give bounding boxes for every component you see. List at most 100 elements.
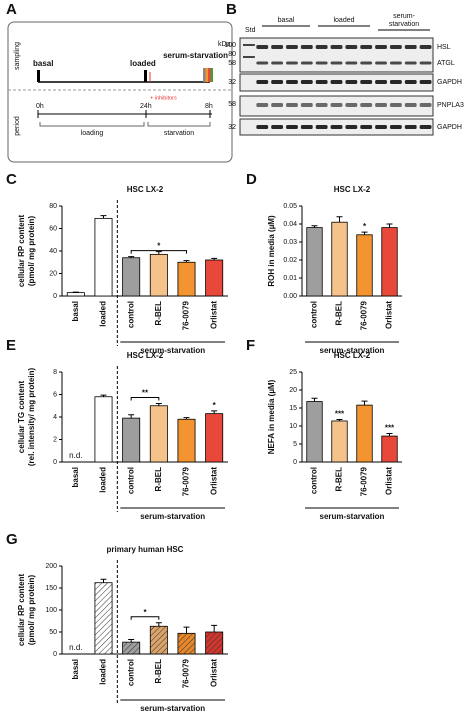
protein-label: ATGL <box>437 60 455 67</box>
blot-band <box>271 80 284 84</box>
error-bar <box>386 223 393 228</box>
panel-b: B Std basal loaded serum- starvation kDa… <box>218 1 464 136</box>
y-tick-label: 60 <box>49 225 57 232</box>
blot-band <box>300 61 313 65</box>
y-tick-label: 10 <box>289 423 297 430</box>
y-tick-label: 100 <box>45 607 57 614</box>
blot-band <box>286 125 298 129</box>
error-bar <box>128 256 135 258</box>
error-bar <box>211 410 218 414</box>
ladder-band <box>243 44 255 46</box>
y-tick-label: 5 <box>293 441 297 448</box>
blot-band <box>345 45 358 49</box>
bar <box>94 582 113 655</box>
blot-band <box>315 61 328 65</box>
blot-band <box>389 80 402 84</box>
marker <box>205 68 208 82</box>
chart-title: HSC LX-2 <box>334 185 371 194</box>
bar <box>177 418 196 463</box>
marker <box>203 68 206 82</box>
kda-label: kDa <box>218 41 231 48</box>
y-tick-label: 200 <box>45 563 57 570</box>
lane-label: starvation <box>389 21 419 28</box>
error-bar <box>155 622 162 627</box>
error-bar <box>361 400 368 406</box>
marker-label: 32 <box>228 79 236 86</box>
y-tick-label: 0 <box>53 459 57 466</box>
error-bar <box>211 624 218 632</box>
x-tick-label: R-BEL <box>154 467 163 492</box>
error-bar <box>386 433 393 437</box>
x-tick-label: 76-0079 <box>360 300 369 330</box>
bar <box>331 420 348 463</box>
value-label: n.d. <box>69 451 82 460</box>
y-tick-label: 80 <box>49 203 57 210</box>
group-label: serum-starvation <box>140 346 205 355</box>
x-tick-label: control <box>126 467 135 494</box>
blot-band <box>375 80 387 84</box>
blot-band <box>300 45 313 49</box>
y-tick-label: 40 <box>49 248 57 255</box>
blot-band <box>286 61 298 65</box>
y-axis-label: (rel. intensity/ mg protein) <box>27 368 36 467</box>
bar <box>122 641 141 655</box>
y-tick-label: 0.01 <box>283 275 297 282</box>
y-tick-label: 6 <box>53 391 57 398</box>
bar <box>122 257 141 297</box>
lane-label: loaded <box>333 17 354 24</box>
panel-letter: E <box>6 337 16 354</box>
y-tick-label: 20 <box>289 387 297 394</box>
error-bar <box>100 394 107 397</box>
x-tick-label: basal <box>71 659 80 679</box>
value-label: n.d. <box>69 643 82 652</box>
y-tick-label: 4 <box>53 414 57 421</box>
x-tick-label: R-BEL <box>335 467 344 492</box>
bar <box>331 221 348 297</box>
bar <box>205 631 224 655</box>
blot-band <box>419 125 432 129</box>
protein-label: PNPLA3 <box>437 102 464 109</box>
ladder-band <box>243 56 255 58</box>
blot-band <box>345 61 358 65</box>
bar <box>356 404 373 463</box>
y-tick-label: 0 <box>293 459 297 466</box>
marker-label: 58 <box>228 101 236 108</box>
phase-label: starvation <box>164 130 194 137</box>
x-tick-label: loaded <box>99 659 108 685</box>
bar <box>66 292 85 297</box>
x-tick-label: basal <box>71 467 80 487</box>
y-tick-label: 20 <box>49 270 57 277</box>
lane-label: basal <box>278 17 295 24</box>
marker <box>210 68 213 82</box>
blot-band <box>360 45 373 49</box>
blot-band <box>360 103 373 107</box>
y-tick-label: 0.04 <box>283 221 297 228</box>
error-bar <box>155 251 162 255</box>
row-label: sampling <box>14 42 21 70</box>
frame <box>7 21 233 163</box>
panel-letter: D <box>246 171 257 188</box>
bar <box>381 227 398 297</box>
bar <box>177 632 196 655</box>
y-axis-label: ROH in media (µM) <box>267 215 276 287</box>
y-tick-label: 0.02 <box>283 257 297 264</box>
x-tick-label: R-BEL <box>154 659 163 684</box>
y-axis-label: NEFA in media (µM) <box>267 379 276 454</box>
blot-band <box>345 103 358 107</box>
bar <box>306 401 323 463</box>
x-tick-label: loaded <box>99 467 108 493</box>
blot-band <box>315 80 328 84</box>
blot-band <box>330 80 343 84</box>
panel-letter: C <box>6 171 17 188</box>
y-tick-label: 25 <box>289 369 297 376</box>
x-tick-label: control <box>310 301 319 328</box>
chart-title: HSC LX-2 <box>334 351 371 360</box>
chart: C HSC LX-2 cellular RP content (pmol/ mg pr… <box>6 171 228 355</box>
error-bar <box>361 231 368 235</box>
blot-band <box>404 61 417 65</box>
group-label: serum-starvation <box>140 512 205 521</box>
blot-band <box>271 45 284 49</box>
y-tick-label: 0.05 <box>283 203 297 210</box>
blot-band <box>389 125 402 129</box>
